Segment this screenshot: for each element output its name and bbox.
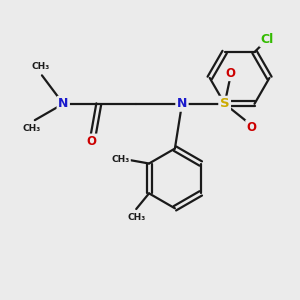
Text: CH₃: CH₃ xyxy=(32,62,50,71)
Text: CH₃: CH₃ xyxy=(127,213,146,222)
Text: CH₃: CH₃ xyxy=(112,155,130,164)
Text: S: S xyxy=(220,97,230,110)
Text: N: N xyxy=(58,97,68,110)
Text: O: O xyxy=(87,135,97,148)
Text: O: O xyxy=(225,67,235,80)
Text: Cl: Cl xyxy=(261,33,274,46)
Text: N: N xyxy=(177,97,187,110)
Text: CH₃: CH₃ xyxy=(22,124,40,133)
Text: O: O xyxy=(247,121,257,134)
